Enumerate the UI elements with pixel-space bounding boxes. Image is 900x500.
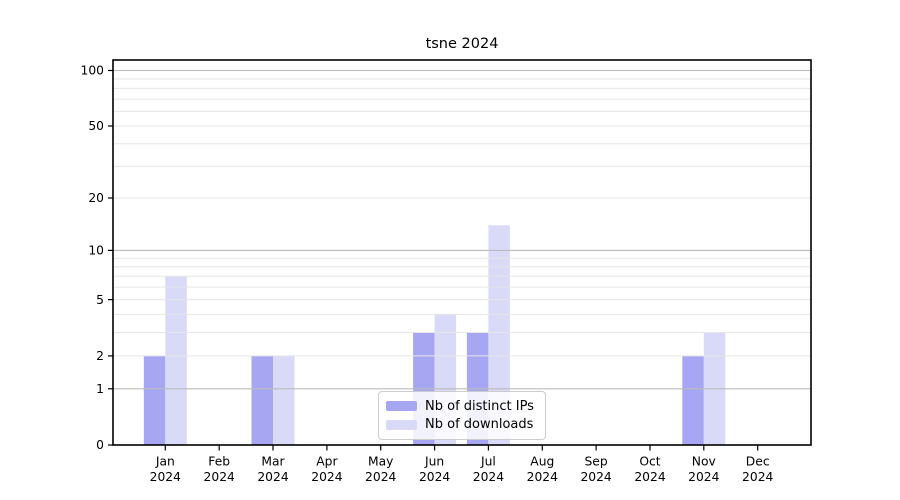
x-tick-sublabel-jan: 2024: [150, 470, 181, 484]
x-tick-sublabel-nov: 2024: [688, 470, 719, 484]
legend: Nb of distinct IPs Nb of downloads: [378, 391, 546, 440]
y-tick-label: 2: [96, 349, 104, 363]
gridlines-group: [113, 69, 811, 390]
x-tick-label-feb: Feb: [208, 455, 230, 469]
legend-swatch-distinct-ips: [386, 400, 417, 412]
x-tick-sublabel-feb: 2024: [204, 470, 235, 484]
x-tick-sublabel-sep: 2024: [580, 470, 611, 484]
x-tick-label-aug: Aug: [530, 455, 554, 469]
x-tick-label-apr: Apr: [316, 455, 338, 469]
x-tick-label-may: May: [368, 455, 393, 469]
x-tick-sublabel-may: 2024: [365, 470, 396, 484]
x-tick-sublabel-mar: 2024: [257, 470, 288, 484]
x-tick-sublabel-aug: 2024: [527, 470, 558, 484]
y-tick-label: 5: [96, 293, 104, 307]
y-tick-label: 20: [88, 191, 104, 205]
legend-label-distinct-ips: Nb of distinct IPs: [425, 398, 534, 414]
legend-entry-downloads: Nb of downloads: [386, 417, 545, 432]
legend-entry-distinct-ips: Nb of distinct IPs: [386, 399, 545, 414]
legend-label-downloads: Nb of downloads: [425, 417, 534, 433]
bar-jan-distinct-ips: [143, 355, 166, 445]
x-tick-label-nov: Nov: [692, 455, 716, 469]
x-tick-label-mar: Mar: [261, 455, 285, 469]
x-tick-sublabel-dec: 2024: [742, 470, 773, 484]
y-tick-label: 50: [88, 119, 104, 133]
y-tick-label: 0: [96, 438, 104, 452]
x-tick-sublabel-apr: 2024: [311, 470, 342, 484]
x-tick-label-jan: Jan: [155, 455, 175, 469]
x-tick-label-jul: Jul: [480, 455, 496, 469]
ticks-group: 0125102050100Jan2024Feb2024Mar2024Apr202…: [81, 64, 774, 484]
y-tick-label: 10: [88, 244, 104, 258]
chart-title: tsne 2024: [425, 36, 499, 52]
x-tick-sublabel-jun: 2024: [419, 470, 450, 484]
x-tick-label-sep: Sep: [585, 455, 608, 469]
x-tick-label-dec: Dec: [746, 455, 770, 469]
bar-jan-downloads: [165, 276, 187, 445]
x-tick-sublabel-jul: 2024: [473, 470, 504, 484]
bar-jul-downloads: [488, 225, 510, 445]
y-tick-label: 100: [81, 64, 104, 78]
plot-frame: [112, 59, 812, 446]
bar-mar-distinct-ips: [251, 355, 273, 445]
x-tick-label-jun: Jun: [424, 455, 444, 469]
y-tick-label: 1: [96, 382, 104, 396]
x-tick-label-oct: Oct: [639, 455, 660, 469]
bar-mar-downloads: [273, 355, 295, 445]
legend-swatch-downloads: [386, 419, 417, 431]
x-tick-sublabel-oct: 2024: [634, 470, 665, 484]
bar-nov-distinct-ips: [682, 355, 704, 445]
